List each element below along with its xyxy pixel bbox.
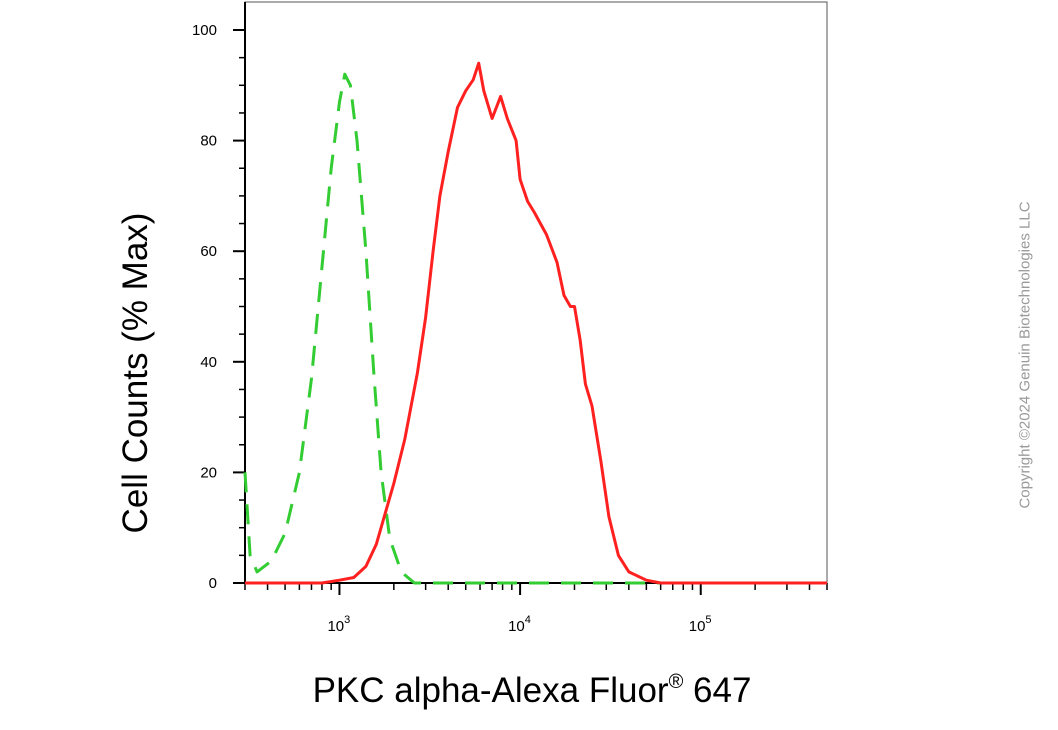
series-line-0 bbox=[243, 72, 827, 585]
x-axis-title-suffix: 647 bbox=[683, 671, 751, 710]
plot-frame bbox=[244, 1, 828, 584]
y-tick-label: 80 bbox=[200, 133, 217, 150]
copyright-watermark: Copyright ©2024 Genuin Biotechnologies L… bbox=[1016, 201, 1034, 509]
y-tick-label: 20 bbox=[200, 464, 217, 481]
x-tick-label: 104 bbox=[508, 614, 531, 635]
x-tick-label: 103 bbox=[327, 614, 350, 635]
x-axis-ticks: 103 104 105 bbox=[244, 583, 828, 635]
x-axis-title-main: PKC alpha-Alexa Fluor bbox=[313, 671, 669, 710]
x-tick-label-exponent: 3 bbox=[344, 614, 350, 626]
x-tick-label-base: 10 bbox=[327, 618, 344, 635]
y-axis-ticks: 0 20 40 60 80 100 bbox=[192, 22, 245, 592]
x-tick-label-exponent: 4 bbox=[525, 614, 531, 626]
x-tick-label-base: 10 bbox=[689, 618, 706, 635]
x-axis-title-registered-mark: ® bbox=[669, 671, 684, 693]
y-tick-label: 40 bbox=[200, 354, 217, 371]
series-layer bbox=[243, 61, 827, 585]
y-tick-label: 60 bbox=[200, 243, 217, 260]
y-axis-title: Cell Counts (% Max) bbox=[116, 213, 155, 534]
x-tick-label: 105 bbox=[689, 614, 712, 635]
series-line-1 bbox=[245, 61, 827, 585]
x-tick-label-exponent: 5 bbox=[705, 614, 711, 626]
y-tick-label: 100 bbox=[192, 22, 217, 39]
x-axis-title: PKC alpha-Alexa Fluor® 647 bbox=[313, 671, 752, 710]
y-tick-label: 0 bbox=[209, 575, 217, 592]
x-tick-label-base: 10 bbox=[508, 618, 525, 635]
